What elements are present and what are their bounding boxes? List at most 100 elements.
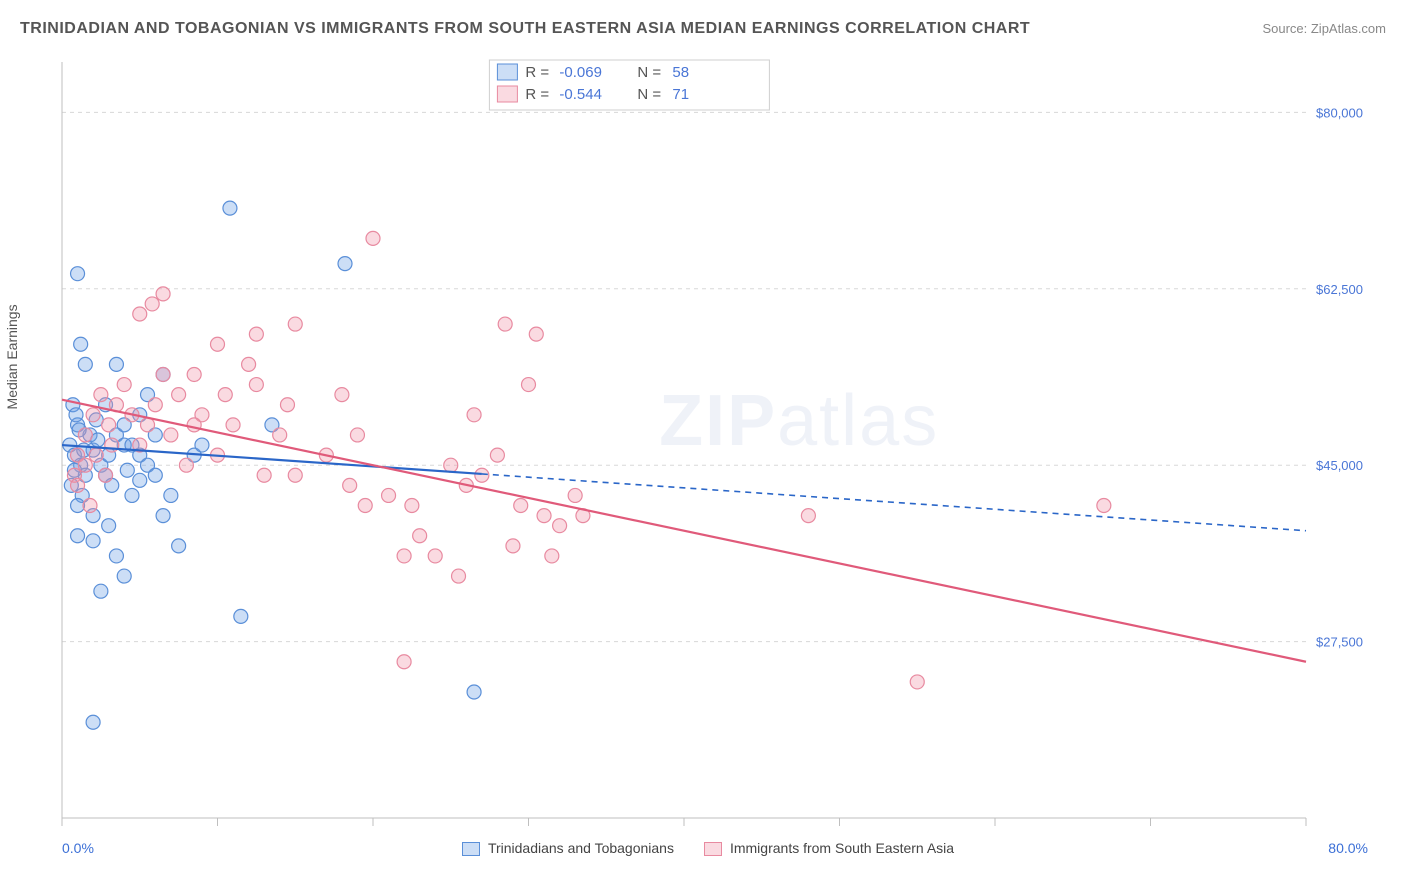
stats-r-value: -0.069 [559, 64, 602, 81]
data-point-sea [141, 418, 155, 432]
data-point-sea [358, 499, 372, 513]
data-point-tt [338, 257, 352, 271]
data-point-sea [498, 317, 512, 331]
data-point-sea [257, 468, 271, 482]
data-point-tt [86, 715, 100, 729]
data-point-tt [234, 609, 248, 623]
y-tick-label: $45,000 [1316, 458, 1363, 473]
data-point-sea [94, 388, 108, 402]
legend-item-tt: Trinidadians and Tobagonians [462, 840, 674, 856]
data-point-sea [452, 569, 466, 583]
data-point-tt [102, 519, 116, 533]
stats-n-value: 71 [672, 86, 689, 103]
data-point-tt [120, 463, 134, 477]
data-point-tt [71, 267, 85, 281]
data-point-sea [529, 327, 543, 341]
trendline-dashed-tt [482, 474, 1306, 531]
data-point-sea [335, 388, 349, 402]
source-attribution: Source: ZipAtlas.com [1262, 21, 1386, 36]
data-point-sea [382, 488, 396, 502]
data-point-sea [211, 337, 225, 351]
data-point-tt [94, 584, 108, 598]
stats-n-label: N = [637, 86, 661, 103]
data-point-sea [490, 448, 504, 462]
data-point-sea [522, 378, 536, 392]
stats-r-value: -0.544 [559, 86, 602, 103]
data-point-tt [148, 468, 162, 482]
data-point-sea [218, 388, 232, 402]
chart-area: Median Earnings $27,500$45,000$62,500$80… [40, 56, 1376, 852]
data-point-tt [133, 473, 147, 487]
data-point-sea [397, 655, 411, 669]
data-point-sea [514, 499, 528, 513]
stats-r-label: R = [525, 86, 549, 103]
data-point-sea [553, 519, 567, 533]
legend-label: Trinidadians and Tobagonians [488, 840, 674, 856]
x-axis-min-label: 0.0% [62, 840, 94, 856]
data-point-sea [545, 549, 559, 563]
data-point-sea [78, 428, 92, 442]
data-point-sea [148, 398, 162, 412]
data-point-sea [71, 478, 85, 492]
data-point-sea [226, 418, 240, 432]
legend-label: Immigrants from South Eastern Asia [730, 840, 954, 856]
data-point-sea [350, 428, 364, 442]
data-point-tt [71, 529, 85, 543]
legend-swatch [704, 842, 722, 856]
data-point-sea [288, 317, 302, 331]
data-point-sea [89, 448, 103, 462]
watermark: ZIPatlas [659, 381, 939, 461]
data-point-sea [273, 428, 287, 442]
stats-swatch [497, 86, 517, 102]
data-point-sea [172, 388, 186, 402]
data-point-sea [105, 438, 119, 452]
stats-swatch [497, 64, 517, 80]
data-point-tt [74, 337, 88, 351]
data-point-tt [164, 488, 178, 502]
data-point-sea [343, 478, 357, 492]
x-axis-max-label: 80.0% [1328, 840, 1368, 856]
scatter-plot: $27,500 $45,000 $62,500 $80,000 ZIPatlas R =-… [40, 56, 1376, 852]
x-axis-legend-row: 0.0% Trinidadians and Tobagonians Immigra… [40, 840, 1376, 856]
data-point-tt [109, 357, 123, 371]
stats-box: R = -0.069 N = 58 R = -0.544 N = 71 [489, 60, 769, 110]
data-point-sea [249, 378, 263, 392]
data-point-sea [910, 675, 924, 689]
data-point-sea [83, 499, 97, 513]
legend-swatch [462, 842, 480, 856]
chart-title: TRINIDADIAN AND TOBAGONIAN VS IMMIGRANTS… [20, 20, 1030, 38]
data-point-sea [413, 529, 427, 543]
data-point-sea [117, 378, 131, 392]
series-legend: Trinidadians and Tobagonians Immigrants f… [462, 840, 954, 856]
stats-n-value: 58 [672, 64, 689, 81]
data-point-sea [801, 509, 815, 523]
legend-item-sea: Immigrants from South Eastern Asia [704, 840, 954, 856]
data-point-tt [195, 438, 209, 452]
data-point-sea [506, 539, 520, 553]
data-point-sea [133, 307, 147, 321]
data-point-sea [102, 418, 116, 432]
data-point-sea [1097, 499, 1111, 513]
stats-r-label: R = [525, 64, 549, 81]
data-point-sea [475, 468, 489, 482]
data-point-sea [280, 398, 294, 412]
y-tick-label: $80,000 [1316, 105, 1363, 120]
stats-n-label: N = [637, 64, 661, 81]
data-point-sea [179, 458, 193, 472]
data-point-tt [125, 488, 139, 502]
data-point-sea [187, 418, 201, 432]
data-point-sea [145, 297, 159, 311]
data-point-sea [99, 468, 113, 482]
data-point-sea [242, 357, 256, 371]
data-point-sea [467, 408, 481, 422]
y-tick-label: $62,500 [1316, 282, 1363, 297]
data-point-sea [156, 367, 170, 381]
data-point-tt [156, 509, 170, 523]
data-point-sea [366, 231, 380, 245]
y-axis-label: Median Earnings [4, 304, 20, 409]
data-point-tt [172, 539, 186, 553]
y-tick-label: $27,500 [1316, 635, 1363, 650]
data-point-sea [156, 287, 170, 301]
data-point-sea [444, 458, 458, 472]
data-point-sea [86, 408, 100, 422]
